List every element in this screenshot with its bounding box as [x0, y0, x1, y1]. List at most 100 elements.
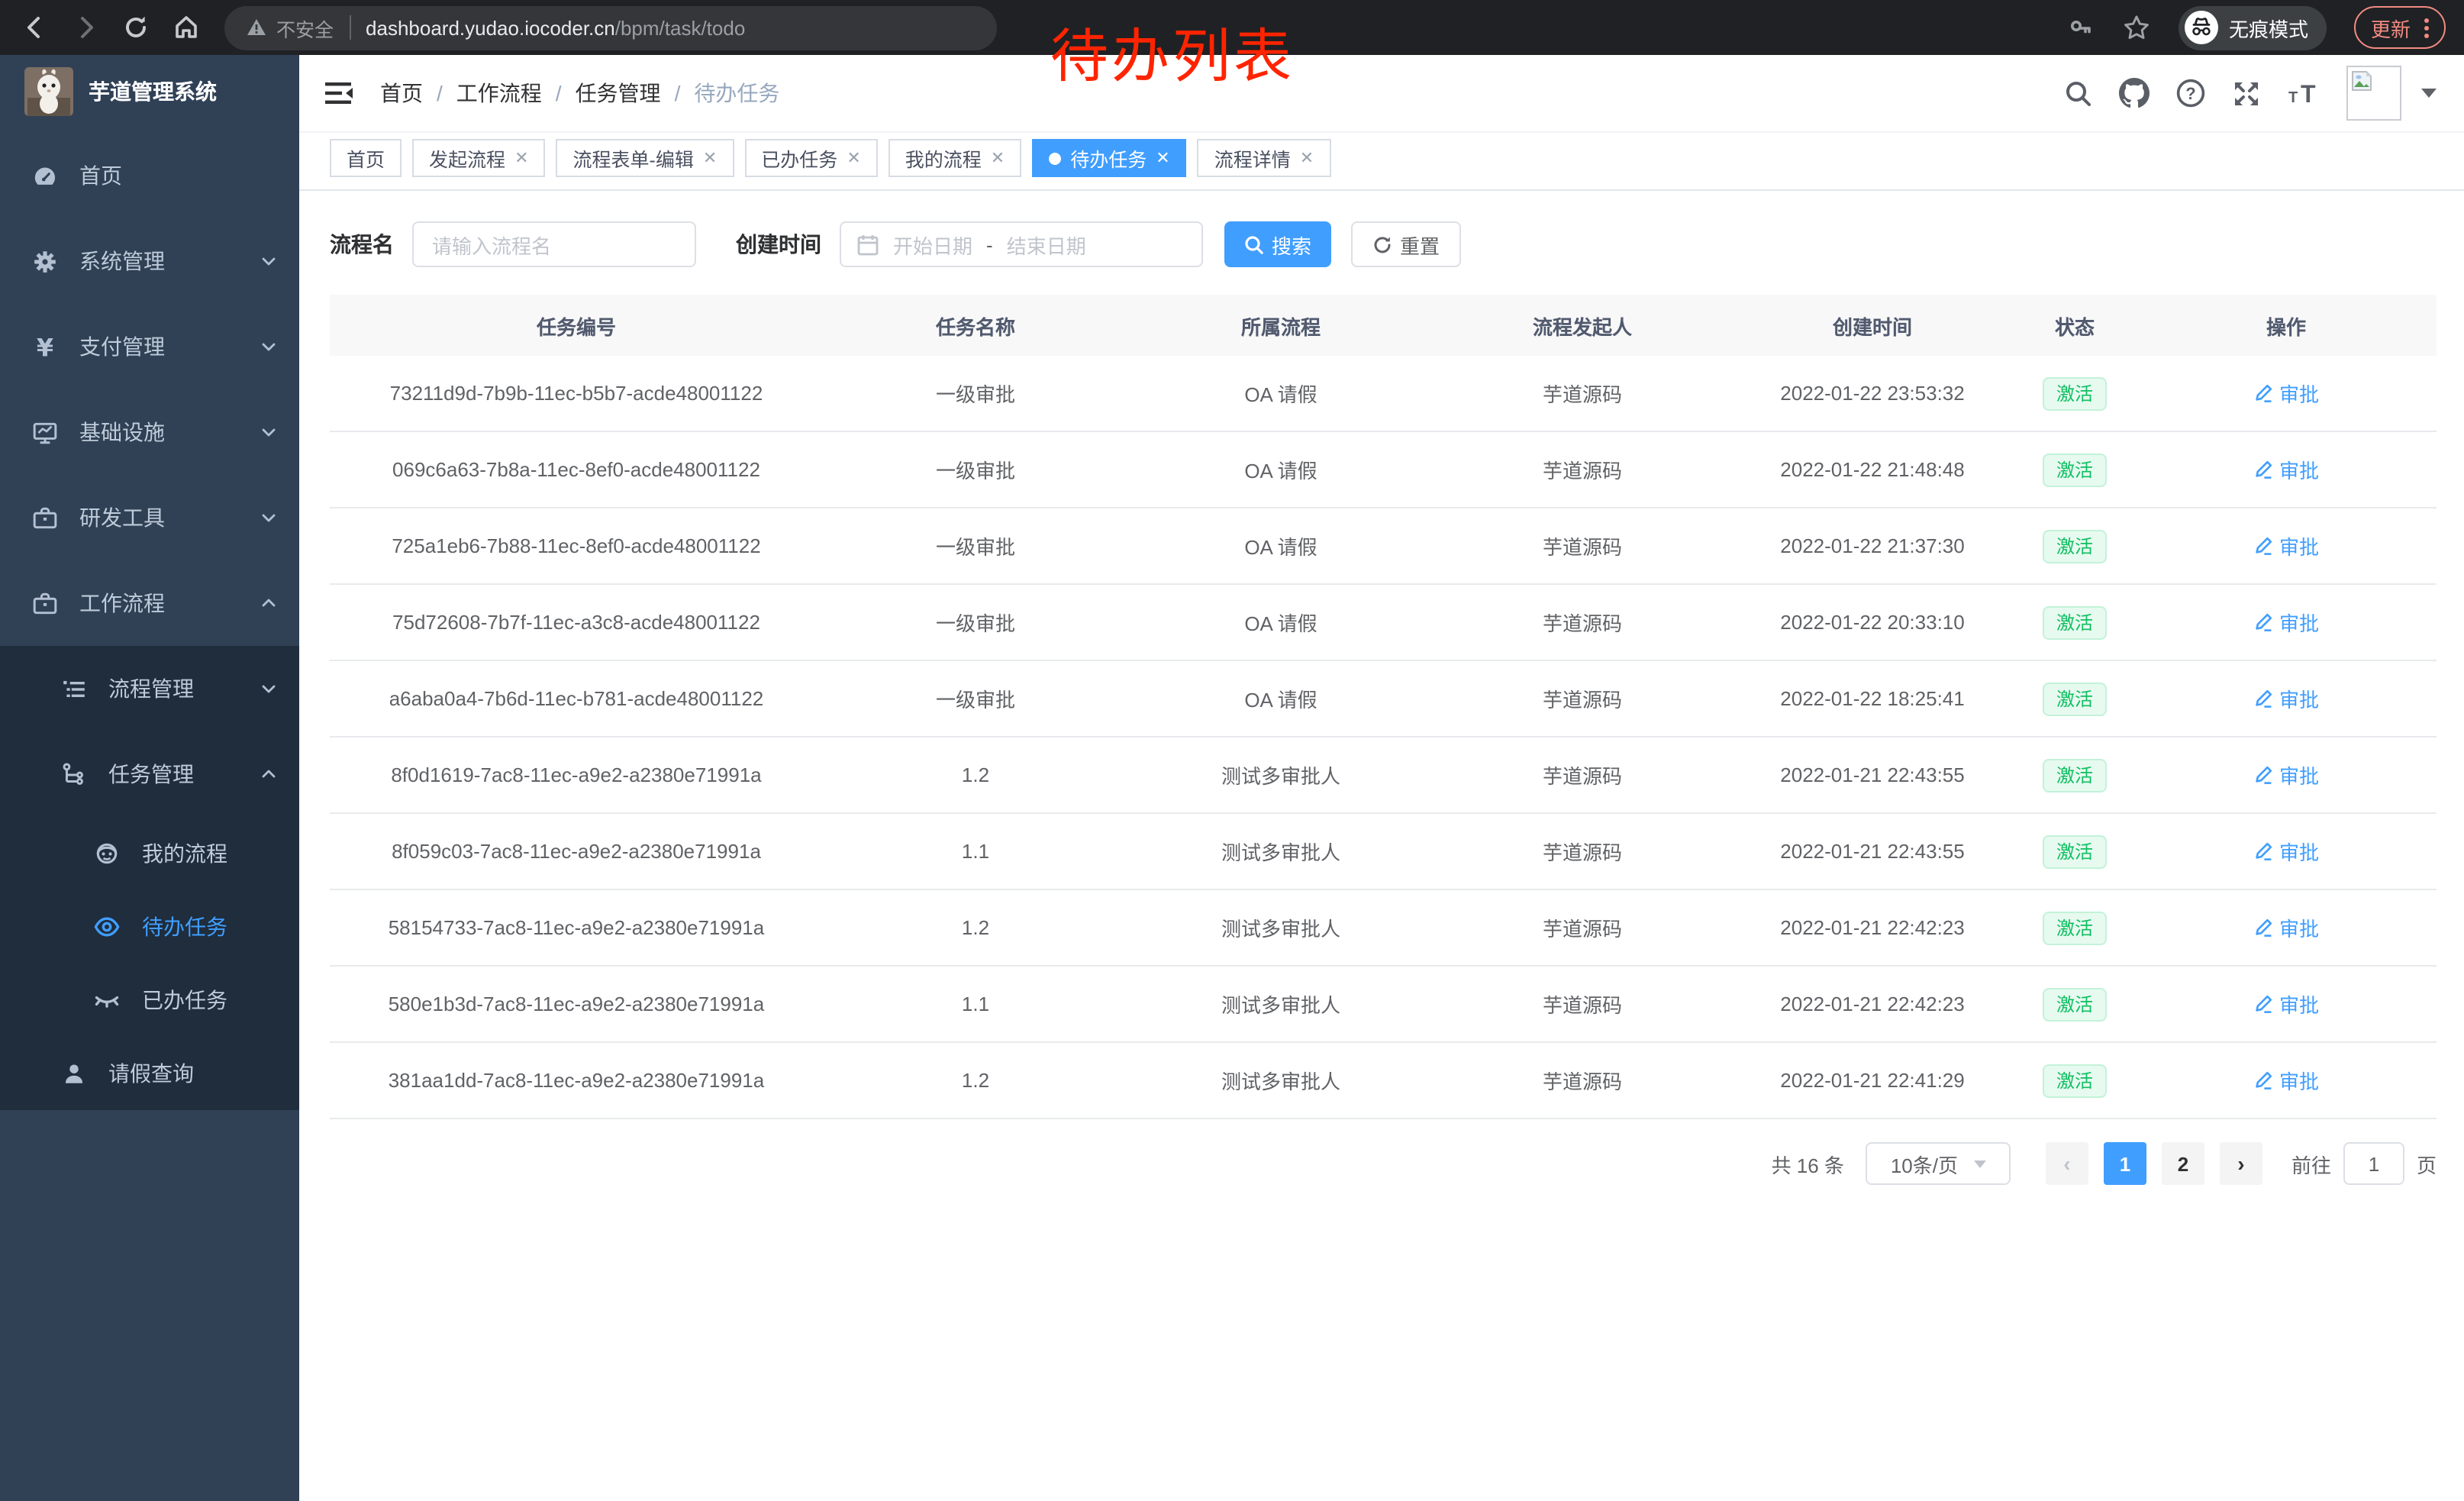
update-button[interactable]: 更新: [2353, 6, 2446, 49]
approve-link[interactable]: 审批: [2253, 989, 2319, 1018]
approve-link[interactable]: 审批: [2253, 837, 2319, 866]
cell: OA 请假: [1244, 383, 1317, 406]
gear-icon: [32, 248, 58, 274]
approve-link[interactable]: 审批: [2253, 913, 2319, 942]
sidebar-item-payment[interactable]: ¥ 支付管理: [0, 304, 299, 389]
process-name-input[interactable]: 请输入流程名: [412, 221, 696, 267]
approve-link[interactable]: 审批: [2253, 455, 2319, 484]
fullscreen-icon[interactable]: [2232, 79, 2261, 108]
cell: 芋道源码: [1542, 536, 1622, 559]
key-icon[interactable]: [2067, 14, 2095, 41]
tab-待办任务[interactable]: 待办任务 ✕: [1032, 139, 1187, 177]
cell-actions: 审批: [2136, 379, 2437, 408]
create-time-label: 创建时间: [736, 232, 821, 257]
sidebar-item-label: 已办任务: [142, 988, 227, 1012]
home-icon[interactable]: [173, 14, 200, 41]
sidebar-item-leave-query[interactable]: 请假查询: [0, 1037, 299, 1110]
github-icon[interactable]: [2119, 78, 2150, 108]
search-icon[interactable]: [2064, 79, 2093, 108]
security-label[interactable]: 不安全: [276, 19, 334, 40]
cell-status: 激活: [2014, 453, 2136, 486]
bookmark-star-icon[interactable]: [2122, 13, 2151, 42]
back-icon[interactable]: [21, 14, 49, 41]
approve-link[interactable]: 审批: [2253, 608, 2319, 637]
tab-label: 待办任务: [1070, 150, 1147, 171]
page-size-select[interactable]: 10条/页: [1865, 1142, 2011, 1185]
tab-已办任务[interactable]: 已办任务 ✕: [744, 139, 878, 177]
address-bar[interactable]: 不安全 dashboard.yudao.iocoder.cn/bpm/task/…: [224, 5, 997, 50]
update-label[interactable]: 更新: [2370, 18, 2411, 40]
avatar-caret-icon[interactable]: [2421, 89, 2437, 98]
tab-close-icon[interactable]: ✕: [1156, 150, 1170, 168]
goto-page-input[interactable]: 1: [2343, 1142, 2404, 1185]
warning-icon[interactable]: [246, 17, 267, 38]
table-body: 73211d9d-7b9b-11ec-b5b7-acde48001122 一级审批…: [330, 356, 2437, 1119]
sidebar-logo-row: 芋道管理系统: [0, 55, 299, 128]
sidebar-item-todo-task[interactable]: 待办任务: [0, 890, 299, 964]
sidebar-item-workflow[interactable]: 工作流程: [0, 560, 299, 646]
status-badge: 激活: [2042, 987, 2107, 1021]
tab-我的流程[interactable]: 我的流程 ✕: [888, 139, 1022, 177]
approve-link[interactable]: 审批: [2253, 379, 2319, 408]
breadcrumb-item[interactable]: 工作流程: [456, 81, 542, 105]
pagination-total: 共 16 条: [1771, 1154, 1844, 1177]
prev-page-button[interactable]: ‹: [2045, 1142, 2088, 1185]
date-range-picker[interactable]: 开始日期 - 结束日期: [840, 221, 1203, 267]
tree-icon: [61, 761, 87, 787]
browser-menu-icon[interactable]: [2424, 18, 2429, 37]
avatar[interactable]: [2346, 66, 2401, 121]
sidebar-item-process-mgmt[interactable]: 流程管理: [0, 646, 299, 731]
approve-label: 审批: [2279, 994, 2319, 1017]
sidebar-item-done-task[interactable]: 已办任务: [0, 964, 299, 1037]
table-row: 069c6a63-7b8a-11ec-8ef0-acde48001122 一级审批…: [330, 432, 2437, 508]
page-button-1[interactable]: 1: [2103, 1142, 2146, 1185]
sidebar-item-infra[interactable]: 基础设施: [0, 389, 299, 475]
tab-close-icon[interactable]: ✕: [1299, 150, 1314, 168]
select-caret-icon: [1973, 1160, 1985, 1167]
search-button[interactable]: 搜索: [1224, 221, 1332, 267]
next-page-button[interactable]: ›: [2219, 1142, 2262, 1185]
url-host: dashboard.yudao.iocoder.cn: [366, 16, 615, 39]
reset-button[interactable]: 重置: [1351, 221, 1462, 267]
cell: 一级审批: [935, 536, 1015, 559]
sidebar-item-home[interactable]: 首页: [0, 133, 299, 218]
sidebar-item-my-process[interactable]: 我的流程: [0, 817, 299, 890]
tab-close-icon[interactable]: ✕: [514, 150, 529, 168]
sidebar-item-devtools[interactable]: 研发工具: [0, 475, 299, 560]
tab-close-icon[interactable]: ✕: [847, 150, 861, 168]
tab-流程详情[interactable]: 流程详情 ✕: [1197, 139, 1331, 177]
forward-icon[interactable]: [72, 14, 99, 41]
approve-link[interactable]: 审批: [2253, 1066, 2319, 1095]
approve-link[interactable]: 审批: [2253, 531, 2319, 560]
reload-icon[interactable]: [122, 14, 150, 41]
page-button-2[interactable]: 2: [2161, 1142, 2204, 1185]
end-date-placeholder[interactable]: 结束日期: [1006, 234, 1086, 257]
approve-link[interactable]: 审批: [2253, 760, 2319, 789]
status-badge: 激活: [2042, 605, 2107, 639]
sidebar-collapse-icon[interactable]: [299, 81, 354, 105]
incognito-badge: 无痕模式: [2178, 5, 2327, 50]
breadcrumb-item[interactable]: 任务管理: [575, 81, 661, 105]
tab-close-icon[interactable]: ✕: [990, 150, 1005, 168]
tab-发起流程[interactable]: 发起流程 ✕: [412, 139, 546, 177]
tab-首页[interactable]: 首页: [330, 139, 402, 177]
tab-label: 流程详情: [1214, 150, 1291, 171]
sidebar-item-system[interactable]: 系统管理: [0, 218, 299, 304]
approve-link[interactable]: 审批: [2253, 684, 2319, 713]
table-row: 381aa1dd-7ac8-11ec-a9e2-a2380e71991a 1.2 测…: [330, 1043, 2437, 1119]
help-icon[interactable]: ?: [2175, 78, 2206, 108]
tab-流程表单-编辑[interactable]: 流程表单-编辑 ✕: [556, 139, 734, 177]
cell: 580e1b3d-7ac8-11ec-a9e2-a2380e71991a: [388, 993, 765, 1015]
start-date-placeholder[interactable]: 开始日期: [893, 234, 973, 257]
sidebar-item-task-mgmt[interactable]: 任务管理: [0, 731, 299, 817]
tab-close-icon[interactable]: ✕: [702, 150, 718, 168]
cell: 1.2: [961, 1069, 990, 1092]
cell: 75d72608-7b7f-11ec-a3c8-acde48001122: [392, 611, 760, 634]
edit-icon: [2253, 918, 2273, 938]
breadcrumb-item[interactable]: 首页: [380, 81, 423, 105]
column-header: 任务名称: [935, 315, 1015, 338]
approve-label: 审批: [2279, 765, 2319, 788]
cell: 069c6a63-7b8a-11ec-8ef0-acde48001122: [392, 458, 760, 481]
